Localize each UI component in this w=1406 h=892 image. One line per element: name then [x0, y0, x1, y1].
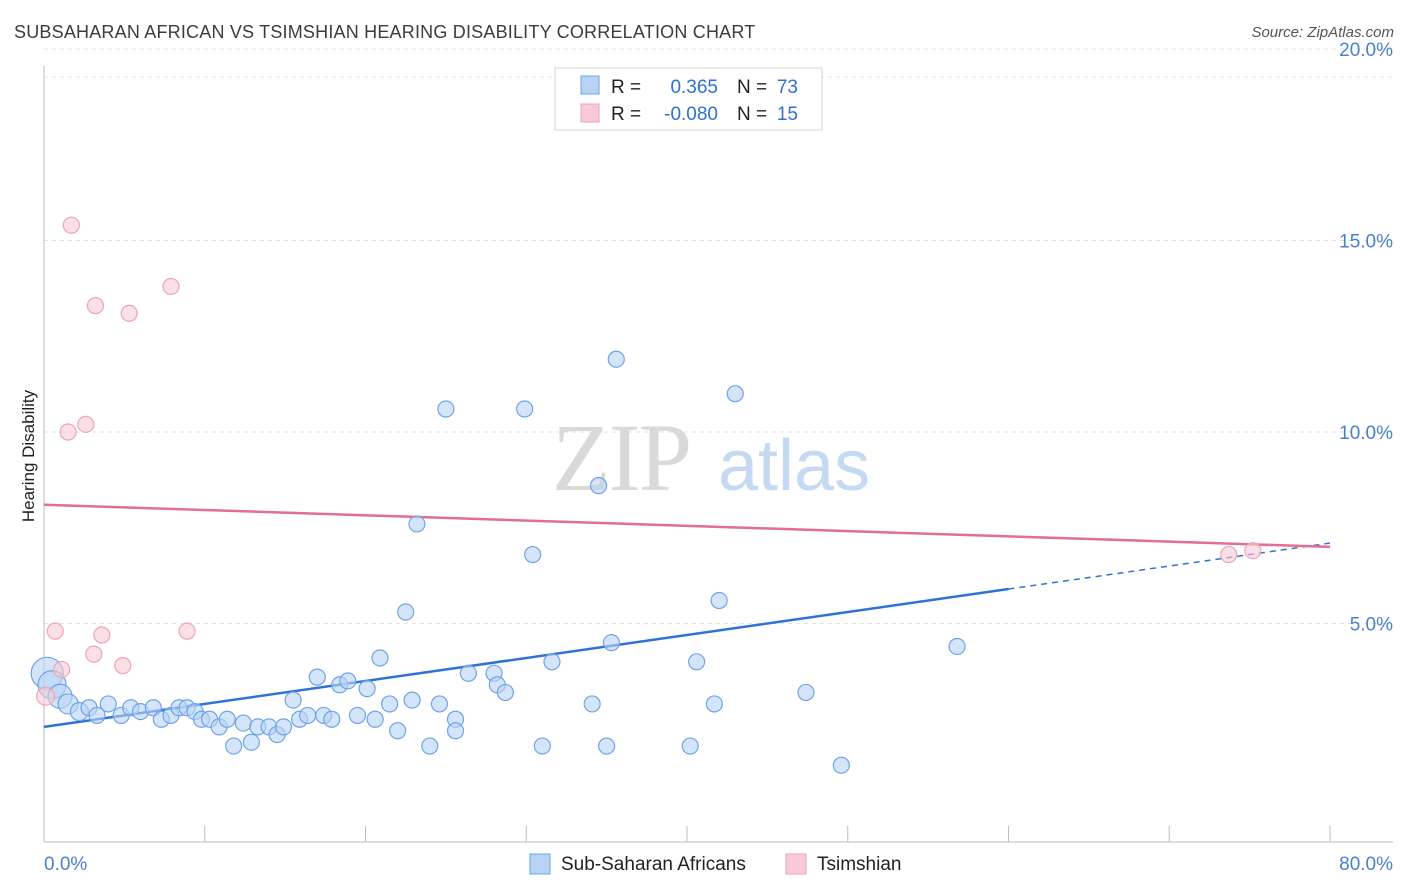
- trend-line-extension: [1008, 542, 1331, 590]
- point-tsimshian: [77, 415, 95, 433]
- trend-line-tsimshian: [43, 503, 1331, 549]
- point-tsimshian: [86, 297, 105, 315]
- y-tick-label: 20.0%: [1339, 40, 1393, 61]
- point-subsaharan: [339, 672, 357, 690]
- point-subsaharan: [533, 737, 551, 755]
- legend-n-value-1: 73: [777, 77, 798, 98]
- point-subsaharan: [389, 722, 407, 740]
- series-legend-swatch-tsimshian: [785, 853, 807, 875]
- point-subsaharan: [381, 695, 399, 713]
- point-subsaharan: [274, 718, 293, 736]
- point-subsaharan: [403, 691, 421, 709]
- point-subsaharan: [710, 591, 728, 610]
- legend-swatch-tsimshian: [580, 103, 600, 123]
- legend-r-label-1: R =: [611, 77, 641, 98]
- point-tsimshian: [53, 660, 71, 679]
- point-tsimshian: [59, 423, 77, 441]
- point-subsaharan: [242, 733, 260, 751]
- x-tick-label-max: 80.0%: [1339, 854, 1393, 875]
- point-subsaharan: [323, 710, 341, 728]
- point-subsaharan: [366, 710, 384, 728]
- point-subsaharan: [234, 714, 252, 732]
- gridlines: [44, 48, 1393, 624]
- point-subsaharan: [299, 706, 317, 725]
- legend-r-value-2: -0.080: [664, 104, 718, 125]
- point-subsaharan: [705, 695, 723, 713]
- point-subsaharan: [496, 683, 514, 702]
- legend-r-value-1: 0.365: [670, 77, 718, 98]
- point-subsaharan: [688, 653, 706, 671]
- point-tsimshian: [1220, 545, 1238, 564]
- point-tsimshian: [46, 622, 64, 640]
- trend-line-subsaharan: [43, 587, 1009, 729]
- point-tsimshian: [62, 216, 80, 234]
- point-tsimshian: [178, 622, 196, 640]
- point-subsaharan: [726, 385, 744, 403]
- point-tsimshian: [36, 686, 56, 706]
- trend-lines: [43, 503, 1331, 729]
- point-subsaharan: [797, 683, 815, 702]
- point-subsaharan: [371, 649, 389, 667]
- point-tsimshian: [1244, 542, 1262, 560]
- point-subsaharan: [430, 695, 449, 713]
- watermark-zip: ZIP: [552, 404, 690, 511]
- series-legend-label-subsaharan: Sub-Saharan Africans: [561, 854, 746, 875]
- series-legend-label-tsimshian: Tsimshian: [817, 854, 901, 875]
- point-subsaharan: [516, 400, 534, 418]
- point-tsimshian: [85, 645, 103, 663]
- point-tsimshian: [120, 304, 138, 322]
- series-legend-swatch-subsaharan: [529, 853, 551, 875]
- point-subsaharan: [225, 737, 243, 755]
- legend-n-value-2: 15: [777, 104, 798, 125]
- legend-swatch-subsaharan: [580, 75, 600, 95]
- point-subsaharan: [459, 664, 477, 682]
- point-subsaharan: [284, 691, 302, 709]
- point-subsaharan: [524, 545, 542, 564]
- series-legend: Sub-Saharan Africans Tsimshian: [529, 853, 901, 875]
- point-subsaharan: [681, 737, 699, 755]
- legend-n-label-2: N =: [737, 104, 767, 125]
- point-subsaharan: [348, 706, 367, 725]
- axes: [43, 66, 1393, 843]
- watermark-atlas: atlas: [718, 426, 870, 506]
- point-tsimshian: [93, 626, 111, 644]
- point-tsimshian: [162, 277, 180, 296]
- point-subsaharan: [602, 634, 621, 652]
- point-subsaharan: [543, 653, 561, 671]
- source-label: Source: ZipAtlas.com: [1251, 24, 1394, 41]
- point-subsaharan: [99, 695, 117, 713]
- point-subsaharan: [308, 668, 326, 686]
- x-tick-label-min: 0.0%: [44, 854, 87, 875]
- legend-r-label-2: R =: [611, 104, 641, 125]
- point-subsaharan: [88, 706, 106, 725]
- point-subsaharan: [408, 515, 426, 533]
- point-subsaharan: [421, 737, 439, 755]
- correlation-legend: R = 0.365 N = 73 R = -0.080 N = 15: [554, 67, 823, 131]
- legend-n-label-1: N =: [737, 77, 767, 98]
- y-axis-label: Hearing Disability: [19, 389, 38, 522]
- y-tick-label: 10.0%: [1339, 423, 1393, 444]
- point-subsaharan: [397, 603, 415, 621]
- point-subsaharan: [446, 722, 465, 740]
- point-subsaharan: [583, 695, 601, 713]
- point-subsaharan: [948, 637, 966, 656]
- point-subsaharan: [832, 756, 850, 774]
- point-subsaharan: [598, 737, 616, 755]
- point-subsaharan: [589, 477, 608, 495]
- y-tick-label: 5.0%: [1350, 615, 1393, 636]
- point-subsaharan: [358, 680, 376, 698]
- point-subsaharan: [437, 400, 455, 418]
- point-subsaharan: [607, 350, 625, 368]
- y-tick-label: 15.0%: [1339, 232, 1393, 253]
- point-subsaharan: [218, 710, 236, 728]
- chart-title: SUBSAHARAN AFRICAN VS TSIMSHIAN HEARING …: [14, 22, 756, 42]
- point-tsimshian: [114, 657, 132, 675]
- data-points: [30, 216, 1262, 774]
